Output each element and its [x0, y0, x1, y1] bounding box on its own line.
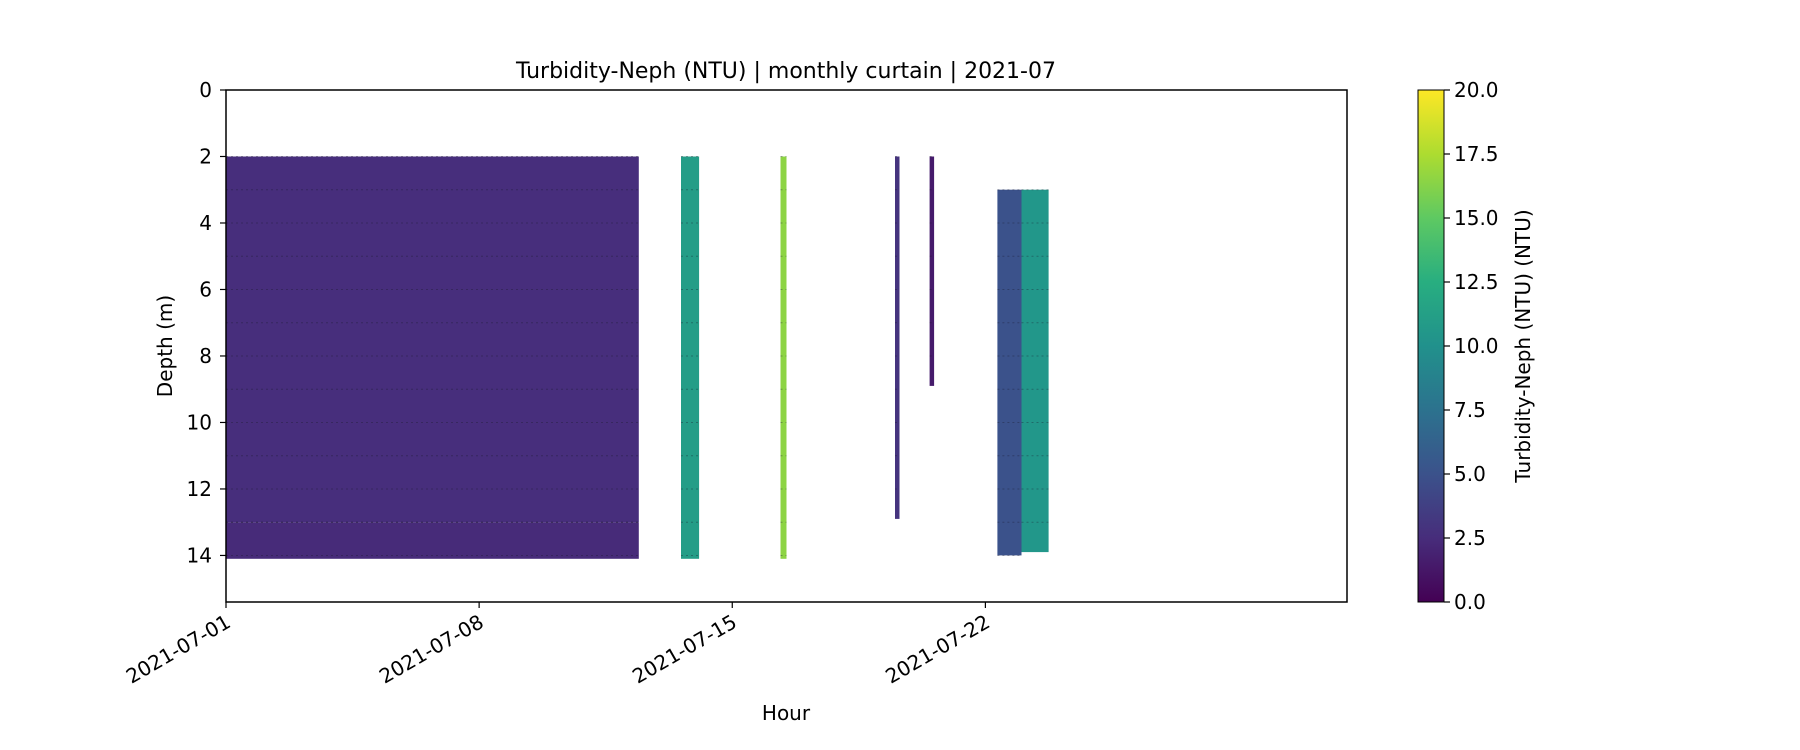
- curtain-segment-0: [226, 156, 639, 523]
- y-tick-label-4: 4: [199, 211, 212, 235]
- x-axis-ticks: 2021-07-01 2021-07-08 2021-07-15 2021-07-22: [122, 602, 994, 688]
- y-tick-label-6: 6: [199, 277, 212, 301]
- x-axis-label: Hour: [762, 701, 811, 725]
- colorbar-tick-label-17.5: 17.5: [1454, 142, 1499, 166]
- curtain-segment-7: [1021, 189, 1049, 553]
- y-tick-label-8: 8: [199, 344, 212, 368]
- curtain-segment-4: [895, 156, 900, 519]
- curtain-segment-3: [780, 156, 787, 559]
- chart-title: Turbidity-Neph (NTU) | monthly curtain |…: [515, 59, 1056, 84]
- colorbar-tick-label-2.5: 2.5: [1454, 526, 1486, 550]
- colorbar-tick-label-15.0: 15.0: [1454, 206, 1499, 230]
- y-axis-ticks: 0 2 4 6 8 10 12 14: [187, 78, 226, 567]
- colorbar-tick-label-7.5: 7.5: [1454, 398, 1486, 422]
- curtain-segment-5: [929, 156, 935, 386]
- curtain-segment-6: [997, 189, 1022, 556]
- x-tick-label-2021-07-08: 2021-07-08: [375, 610, 488, 689]
- x-tick-label-2021-07-15: 2021-07-15: [628, 610, 741, 689]
- x-tick-label-2021-07-01: 2021-07-01: [122, 610, 235, 689]
- curtain-segment-1: [226, 522, 639, 559]
- curtain-segment-2: [681, 156, 700, 559]
- colorbar-tick-label-0.0: 0.0: [1454, 590, 1486, 614]
- colorbar-tick-label-12.5: 12.5: [1454, 270, 1499, 294]
- colorbar-label: Turbidity-Neph (NTU) (NTU): [1511, 209, 1535, 483]
- y-tick-label-14: 14: [187, 543, 212, 567]
- colorbar-tick-label-20.0: 20.0: [1454, 78, 1499, 102]
- y-tick-label-10: 10: [187, 410, 212, 434]
- y-tick-label-12: 12: [187, 477, 212, 501]
- y-tick-label-0: 0: [199, 78, 212, 102]
- colorbar: [1417, 89, 1445, 603]
- colorbar-ticks: 0.0 2.5 5.0 7.5 10.0 12.5 15.0 17.5 20.0: [1444, 78, 1499, 614]
- x-tick-label-2021-07-22: 2021-07-22: [881, 610, 994, 689]
- plot-frame: [225, 89, 1348, 603]
- plot-texture: [226, 156, 1049, 556]
- y-tick-label-2: 2: [199, 144, 212, 168]
- colorbar-tick-label-5.0: 5.0: [1454, 462, 1486, 486]
- y-axis-label: Depth (m): [153, 295, 177, 397]
- plot-marks: [226, 156, 1049, 559]
- colorbar-tick-label-10.0: 10.0: [1454, 334, 1499, 358]
